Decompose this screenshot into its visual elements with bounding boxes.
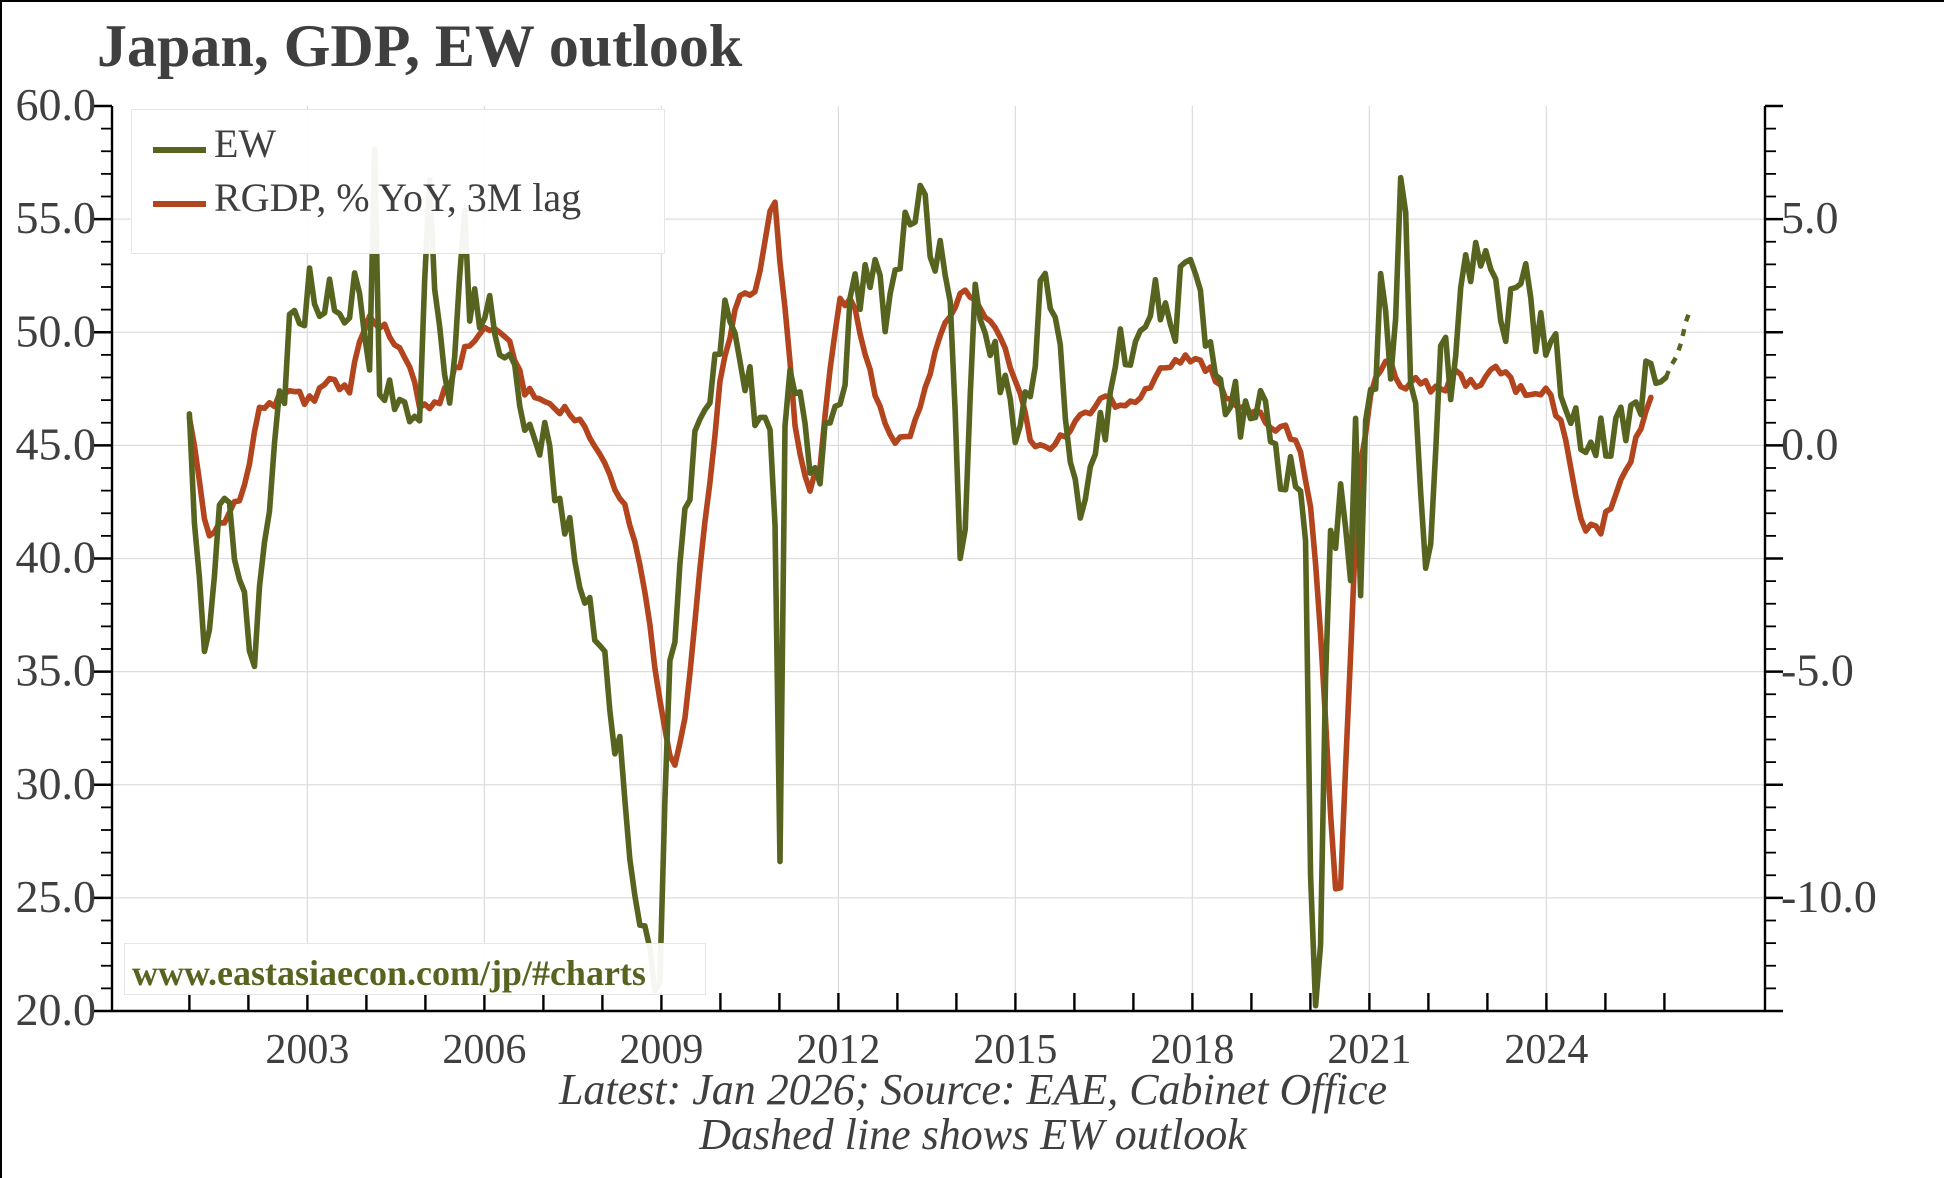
svg-text:0.0: 0.0 [1781,418,1839,469]
svg-text:25.0: 25.0 [16,871,97,922]
svg-text:35.0: 35.0 [16,645,97,696]
svg-text:5.0: 5.0 [1781,192,1839,243]
svg-text:50.0: 50.0 [16,305,97,356]
svg-text:30.0: 30.0 [16,758,97,809]
svg-text:55.0: 55.0 [16,192,97,243]
svg-text:40.0: 40.0 [16,532,97,583]
svg-text:45.0: 45.0 [16,418,97,469]
svg-text:20.0: 20.0 [16,984,97,1035]
svg-text:-10.0: -10.0 [1781,871,1877,922]
svg-text:60.0: 60.0 [16,79,97,130]
svg-text:-5.0: -5.0 [1781,645,1854,696]
